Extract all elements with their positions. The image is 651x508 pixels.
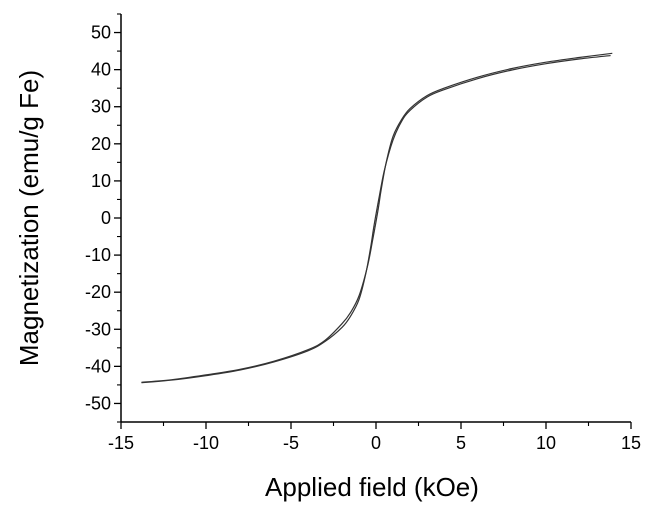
y-tick-label: 50 — [91, 23, 111, 43]
axis-ticks — [114, 13, 632, 429]
x-tick-label: 5 — [456, 433, 466, 453]
y-tick-label: 0 — [101, 208, 111, 228]
x-tick-label: 0 — [371, 433, 381, 453]
x-tick-label: -5 — [283, 433, 299, 453]
x-tick-label: -10 — [193, 433, 219, 453]
x-axis-title: Applied field (kOe) — [265, 472, 479, 502]
x-tick-label: 10 — [536, 433, 556, 453]
hysteresis-branch-1 — [141, 52, 613, 383]
y-tick-label: -20 — [85, 282, 111, 302]
x-tick-label: 15 — [621, 433, 641, 453]
y-tick-label: -10 — [85, 245, 111, 265]
y-tick-label: 40 — [91, 60, 111, 80]
y-tick-label: 10 — [91, 171, 111, 191]
y-axis-title: Magnetization (emu/g Fe) — [14, 70, 44, 366]
y-tick-label: 20 — [91, 134, 111, 154]
x-tick-label: -15 — [108, 433, 134, 453]
y-tick-label: 30 — [91, 97, 111, 117]
y-tick-label: -50 — [85, 393, 111, 413]
hysteresis-curves — [141, 52, 613, 384]
y-tick-label: -40 — [85, 356, 111, 376]
hysteresis-branch-2 — [141, 54, 611, 384]
y-tick-label: -30 — [85, 319, 111, 339]
